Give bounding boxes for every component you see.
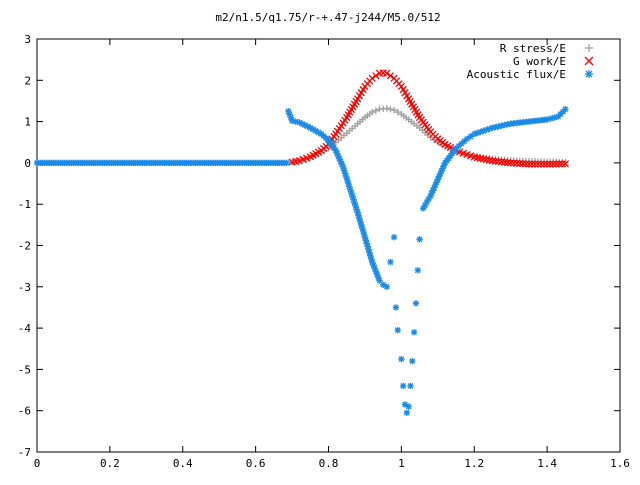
- x-tick-label: 0: [34, 457, 41, 470]
- data-point: [513, 159, 521, 167]
- data-point: [510, 159, 518, 167]
- series-layer: [33, 69, 570, 416]
- series-1: [288, 105, 569, 166]
- data-point: [525, 160, 533, 168]
- legend-label: R stress/E: [500, 42, 566, 55]
- data-point: [543, 160, 551, 168]
- y-tick-label: -5: [18, 363, 31, 376]
- y-tick-label: -7: [18, 446, 31, 459]
- data-point: [383, 69, 391, 77]
- data-point: [283, 159, 290, 167]
- data-point: [522, 160, 530, 168]
- data-point: [394, 326, 401, 334]
- data-point: [463, 135, 471, 143]
- data-point: [333, 150, 341, 157]
- data-point: [516, 159, 524, 168]
- data-point: [540, 160, 548, 168]
- data-point: [407, 382, 414, 390]
- x-tick-label: 0.8: [319, 457, 339, 470]
- data-point: [398, 355, 405, 363]
- x-tick-label: 1.2: [464, 457, 484, 470]
- y-tick-label: -4: [18, 322, 32, 335]
- data-point: [562, 106, 569, 113]
- series-2: [288, 69, 570, 168]
- data-point: [534, 160, 542, 168]
- data-point: [409, 357, 416, 365]
- y-tick-label: -6: [18, 405, 31, 418]
- data-point: [507, 159, 515, 167]
- data-point: [392, 304, 400, 311]
- data-point: [403, 409, 411, 416]
- x-tick-label: 1.4: [537, 457, 557, 470]
- data-point: [383, 283, 390, 290]
- data-point: [552, 160, 560, 168]
- data-point: [386, 72, 395, 80]
- data-point: [354, 209, 361, 216]
- legend-label: Acoustic flux/E: [467, 68, 566, 81]
- data-point: [412, 300, 420, 307]
- data-point: [350, 196, 357, 203]
- data-point: [390, 234, 398, 241]
- data-point: [531, 160, 539, 168]
- x-tick-label: 0.4: [173, 457, 193, 470]
- data-point: [558, 160, 566, 168]
- legend-marker: [585, 44, 593, 52]
- legend-marker: [584, 56, 594, 66]
- x-tick-label: 1: [398, 457, 405, 470]
- data-point: [387, 258, 394, 266]
- data-point: [467, 133, 474, 140]
- data-point: [405, 403, 412, 410]
- data-point: [368, 74, 376, 82]
- data-point: [383, 105, 390, 112]
- data-point: [561, 160, 570, 168]
- data-point: [549, 160, 557, 168]
- y-tick-label: -2: [18, 240, 31, 253]
- data-point: [416, 236, 423, 243]
- data-point: [399, 382, 407, 390]
- y-tick-label: 3: [24, 33, 31, 46]
- data-point: [372, 107, 380, 114]
- data-point: [546, 160, 554, 168]
- ticks: 0 0.2 0.4 0.6 0.8 1 1.2 1.4 1.6 3 2 1 0 -1 -2 -3 -4 -5 -6 -…: [18, 33, 630, 470]
- y-tick-label: -3: [18, 281, 31, 294]
- x-tick-label: 0.2: [100, 457, 120, 470]
- y-tick-label: 0: [24, 157, 31, 170]
- y-tick-label: -1: [18, 198, 31, 211]
- data-point: [390, 106, 398, 114]
- data-point: [372, 72, 380, 80]
- series-3: [33, 106, 569, 416]
- data-point: [555, 160, 563, 168]
- data-point: [528, 160, 536, 168]
- chart-title: m2/n1.5/q1.75/r-+.47-j244/M5.0/512: [215, 11, 440, 24]
- data-point: [537, 160, 545, 168]
- legend-label: G work/E: [513, 55, 566, 68]
- data-point: [519, 160, 527, 168]
- data-point: [369, 108, 376, 116]
- data-point: [387, 106, 394, 113]
- data-point: [414, 267, 421, 274]
- legend-marker: [585, 70, 593, 78]
- y-tick-label: 2: [24, 74, 31, 87]
- data-point: [394, 108, 401, 116]
- y-tick-label: 1: [24, 116, 31, 129]
- data-point: [410, 329, 418, 336]
- x-tick-label: 1.6: [610, 457, 630, 470]
- x-tick-label: 0.6: [246, 457, 266, 470]
- data-point: [376, 277, 383, 284]
- plot-frame: [36, 38, 621, 453]
